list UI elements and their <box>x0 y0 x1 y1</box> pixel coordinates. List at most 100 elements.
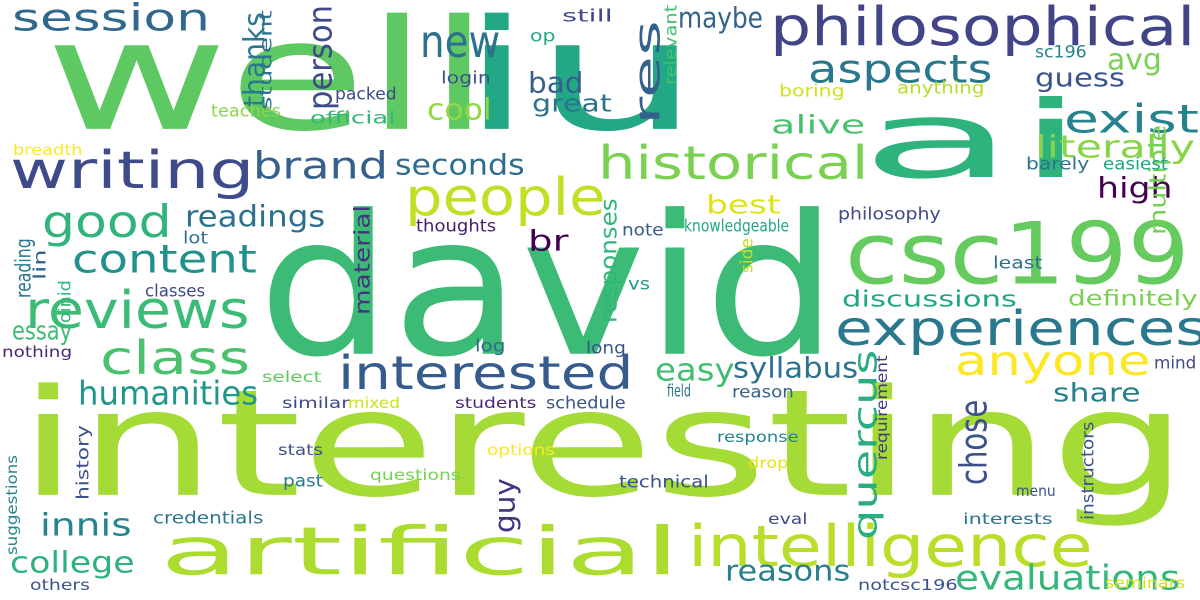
word-syllabus: syllabus <box>733 352 859 385</box>
word-classes: classes <box>145 281 206 301</box>
word-high: high <box>1097 172 1173 205</box>
word-sc196: sc196 <box>1035 42 1087 62</box>
word-login: login <box>441 68 491 88</box>
word-innis: innis <box>40 507 132 544</box>
word-relevant: relevant <box>661 4 681 86</box>
word-person: person <box>302 5 340 110</box>
word-similar: similar <box>282 394 350 412</box>
word-experiences: experiences <box>835 301 1200 357</box>
word-discussions: discussions <box>842 286 1017 312</box>
word-select: select <box>262 368 322 386</box>
word-lot: lot <box>183 228 209 248</box>
word-class: class <box>100 331 251 385</box>
word-easiest: easiest <box>1103 154 1168 174</box>
word-past: past <box>283 471 323 491</box>
word-people: people <box>405 167 606 227</box>
word-mixed: mixed <box>348 394 401 412</box>
word-humanities: humanities <box>78 375 259 413</box>
word-essay: essay <box>12 315 73 346</box>
word-stats: stats <box>278 441 324 459</box>
word-responses: responses <box>595 198 622 323</box>
word-great: great <box>532 90 612 118</box>
word-reviews: reviews <box>25 280 250 340</box>
word-guess: guess <box>1035 62 1125 93</box>
word-notcsc196: notcsc196 <box>858 576 958 594</box>
word-boring: boring <box>779 81 845 101</box>
word-avg: avg <box>1107 42 1162 77</box>
word-menu: menu <box>1016 482 1056 500</box>
word-anything: anything <box>897 78 985 98</box>
word-teaches: teaches <box>211 101 281 121</box>
word-multiple: multiple <box>1144 124 1171 235</box>
word-maybe: maybe <box>678 2 763 35</box>
word-technical: technical <box>619 472 709 492</box>
word-suggestions: suggestions <box>3 455 21 555</box>
word-mind: mind <box>1154 353 1197 373</box>
word-easy: easy <box>655 352 735 389</box>
word-others: others <box>30 576 90 594</box>
word-vs: vs <box>628 274 651 294</box>
word-drop: drop <box>748 454 789 472</box>
word-packed: packed <box>335 84 397 104</box>
word-anyone: anyone <box>955 336 1151 385</box>
word-aspects: aspects <box>808 46 993 92</box>
word-well: well <box>45 0 491 165</box>
word-op: op <box>530 26 556 46</box>
word-csc199: csc199 <box>845 204 1190 304</box>
word-reasons: reasons <box>725 555 851 588</box>
word-nothing: nothing <box>2 343 73 361</box>
word-schedule: schedule <box>546 393 626 413</box>
word-history: history <box>73 425 93 500</box>
word-historical: historical <box>598 136 869 190</box>
word-interested: interested <box>338 346 634 400</box>
word-thoughts: thoughts <box>416 216 497 236</box>
word-breadth: breadth <box>13 141 83 159</box>
word-bad: bad <box>528 67 584 100</box>
word-questions: questions <box>370 466 461 484</box>
word-long: long <box>586 338 626 358</box>
word-brand: brand <box>253 145 389 188</box>
word-note: note <box>622 220 664 240</box>
word-new: new <box>420 16 501 68</box>
word-joinid: joinid <box>55 280 75 328</box>
word-least: least <box>993 253 1043 273</box>
word-official: official <box>310 108 396 128</box>
word-philosophical: philosophical <box>770 0 1196 59</box>
word-credentials: credentials <box>153 508 264 528</box>
word-requirement: requirement <box>873 355 891 460</box>
word-student: student <box>256 10 276 111</box>
word-cool: cool <box>427 92 492 127</box>
word-seminars: seminars <box>1105 574 1186 592</box>
word-guy: guy <box>489 478 522 533</box>
word-students: students <box>455 394 537 412</box>
word-writing: writing <box>10 140 255 200</box>
word-session: session <box>12 0 211 41</box>
word-ai: ai <box>860 78 1086 203</box>
word-iu: iu <box>460 0 701 165</box>
word-res: res <box>627 20 668 126</box>
word-alive: alive <box>771 109 866 140</box>
word-br: br <box>528 225 569 258</box>
word-response: response <box>717 428 799 446</box>
word-instructors: instructors <box>1078 421 1098 520</box>
word-good: good <box>42 196 172 248</box>
word-literally: literally <box>1035 129 1195 166</box>
word-david: david <box>258 173 838 400</box>
word-interests: interests <box>963 510 1053 528</box>
word-evaluations: evaluations <box>955 559 1181 598</box>
word-artificial: artificial <box>160 512 681 590</box>
word-intelligence: intelligence <box>688 512 1093 580</box>
word-share: share <box>1053 377 1141 408</box>
word-content: content <box>72 236 257 282</box>
word-side: side <box>737 238 757 273</box>
word-philosophy: philosophy <box>838 204 941 224</box>
word-college: college <box>10 545 135 580</box>
word-options: options <box>487 441 555 459</box>
word-readings: readings <box>185 199 326 234</box>
word-still: still <box>562 6 613 27</box>
word-knowledgeable: knowledgeable <box>684 216 790 236</box>
word-interesting: interesting <box>18 357 1189 530</box>
word-best: best <box>706 189 781 220</box>
word-reason: reason <box>732 382 794 402</box>
